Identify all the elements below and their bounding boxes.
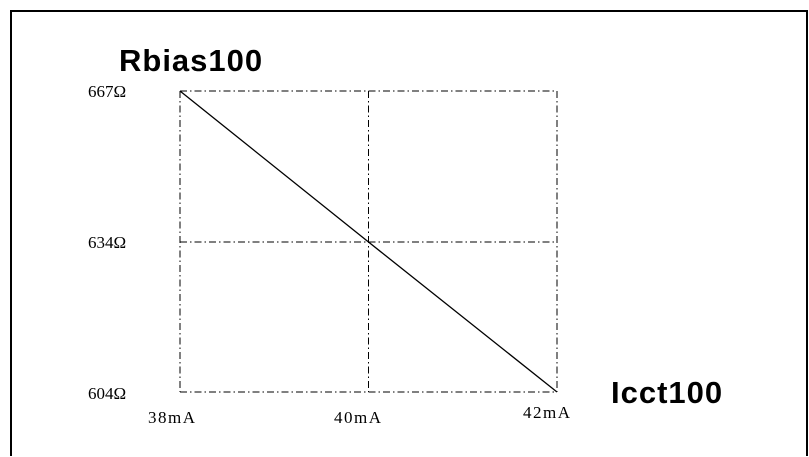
y-tick-label: 634Ω xyxy=(88,233,126,252)
y-axis-label: Rbias100 xyxy=(119,43,263,78)
x-tick-label: 40mA xyxy=(334,408,383,427)
x-tick-label: 42mA xyxy=(523,403,572,422)
series-layer xyxy=(179,90,558,393)
y-tick-label: 604Ω xyxy=(88,384,126,403)
chart-frame xyxy=(10,10,808,456)
x-tick-label: 38mA xyxy=(148,408,197,427)
x-axis-label: Icct100 xyxy=(611,375,723,410)
x-axis-ticks: 38mA 40mA 42mA xyxy=(148,403,572,427)
series-line xyxy=(179,90,558,393)
y-tick-label: 667Ω xyxy=(88,82,126,101)
y-axis-ticks: 667Ω 634Ω 604Ω xyxy=(88,82,126,403)
